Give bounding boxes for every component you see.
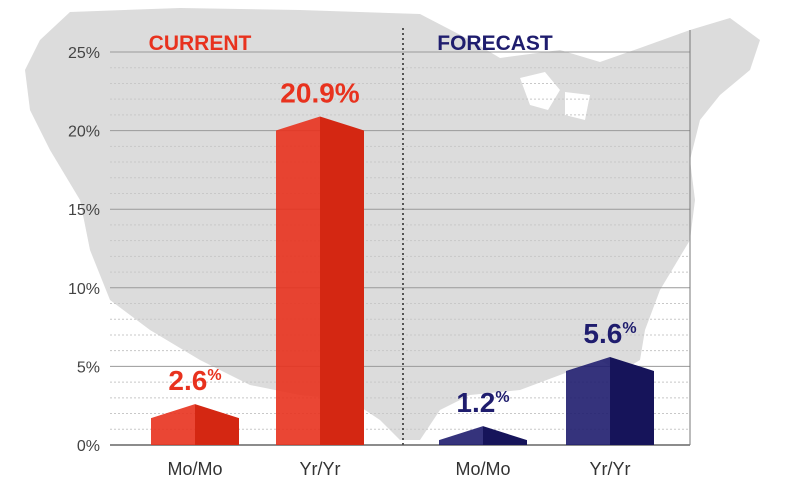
value-label: 20.9% [280, 77, 359, 108]
bar-left-face [439, 426, 483, 445]
category-label: Mo/Mo [167, 459, 222, 479]
value-label: 5.6% [583, 318, 636, 349]
y-axis: 0% 5% 10% 15% 20% 25% [68, 45, 100, 455]
section-title: CURRENT [149, 32, 252, 55]
y-tick-label: 20% [68, 124, 100, 141]
bar-right-face [195, 404, 239, 445]
great-lakes [520, 72, 590, 120]
category-label: Mo/Mo [455, 459, 510, 479]
y-tick-label: 25% [68, 45, 100, 62]
y-tick-label: 10% [68, 281, 100, 298]
bar-right-face [610, 356, 654, 445]
bars [151, 116, 654, 446]
y-tick-label: 5% [77, 359, 100, 376]
grid-lines [110, 28, 691, 446]
category-label: Yr/Yr [299, 459, 340, 479]
bar-left-face [566, 356, 610, 445]
bar-right-face [483, 426, 527, 445]
y-tick-label: 0% [77, 438, 100, 455]
value-label: 1.2% [456, 387, 509, 418]
y-tick-label: 15% [68, 202, 100, 219]
category-label: Yr/Yr [589, 459, 630, 479]
value-label: 2.6% [168, 365, 221, 396]
labels: CURRENT Mo/Mo 2.6% Yr/Yr 20.9% FORECAST Mo/Mo 1… [149, 32, 637, 479]
section-title: FORECAST [437, 32, 553, 55]
bar-left-face [276, 116, 320, 446]
bar-left-face [151, 404, 195, 445]
bar-right-face [320, 116, 364, 446]
